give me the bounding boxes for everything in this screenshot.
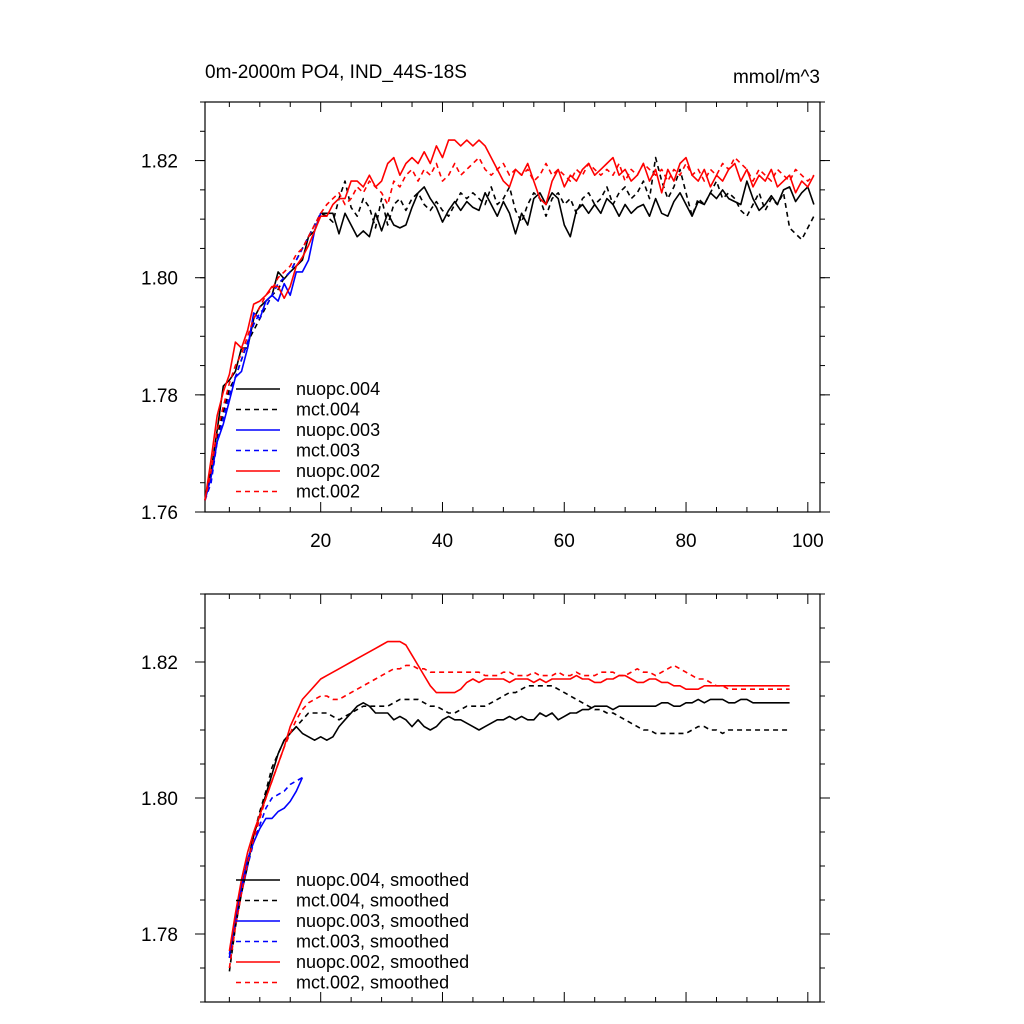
units-label: mmol/m^3 xyxy=(733,67,820,88)
series-line-nuopc-002 xyxy=(204,139,815,501)
series-line-nuopc-004 xyxy=(204,180,815,501)
legend-label: nuopc.003, smoothed xyxy=(296,911,469,931)
x-tick-label: 100 xyxy=(792,531,824,552)
y-tick-label: 1.78 xyxy=(141,386,178,407)
bottom-chart: 1.78 1.80 1.82 nuopc.004, smoothedmct.004, … xyxy=(141,593,830,1003)
series-line-mct-002-smoothed xyxy=(228,664,790,969)
legend-label: mct.003, smoothed xyxy=(296,932,449,952)
legend-label: nuopc.002 xyxy=(296,461,380,481)
y-tick-label: 1.82 xyxy=(141,653,178,674)
legend-label: mct.002 xyxy=(296,482,360,502)
x-tick-label: 20 xyxy=(310,531,331,552)
x-tick-label: 60 xyxy=(554,531,575,552)
series-line-nuopc-004-smoothed xyxy=(228,698,790,958)
top-chart: 20 40 60 80 100 1.76 1.78 1.80 1.82 0m-2000m PO4,… xyxy=(141,62,830,552)
legend-label: nuopc.002, smoothed xyxy=(296,952,469,972)
y-tick-label: 1.80 xyxy=(141,269,178,290)
chart-title: 0m-2000m PO4, IND_44S-18S xyxy=(205,62,467,83)
y-tick-label: 1.78 xyxy=(141,925,178,946)
x-tick-label: 80 xyxy=(675,531,696,552)
series-line-mct-003-smoothed xyxy=(228,776,303,958)
series-line-mct-004-smoothed xyxy=(228,684,790,972)
legend-label: nuopc.004, smoothed xyxy=(296,870,469,890)
series-line-nuopc-002-smoothed xyxy=(228,640,790,952)
legend-label: nuopc.003 xyxy=(296,420,380,440)
legend-label: mct.004 xyxy=(296,400,360,420)
legend-label: mct.002, smoothed xyxy=(296,973,449,993)
y-tick-label: 1.80 xyxy=(141,789,178,810)
legend-label: nuopc.004 xyxy=(296,379,380,399)
legend-label: mct.004, smoothed xyxy=(296,891,449,911)
y-tick-label: 1.76 xyxy=(141,503,178,524)
y-tick-label: 1.82 xyxy=(141,152,178,173)
legend-label: mct.003 xyxy=(296,441,360,461)
series-line-mct-002 xyxy=(204,156,815,501)
series-line-nuopc-003-smoothed xyxy=(228,777,304,955)
x-tick-label: 40 xyxy=(432,531,453,552)
